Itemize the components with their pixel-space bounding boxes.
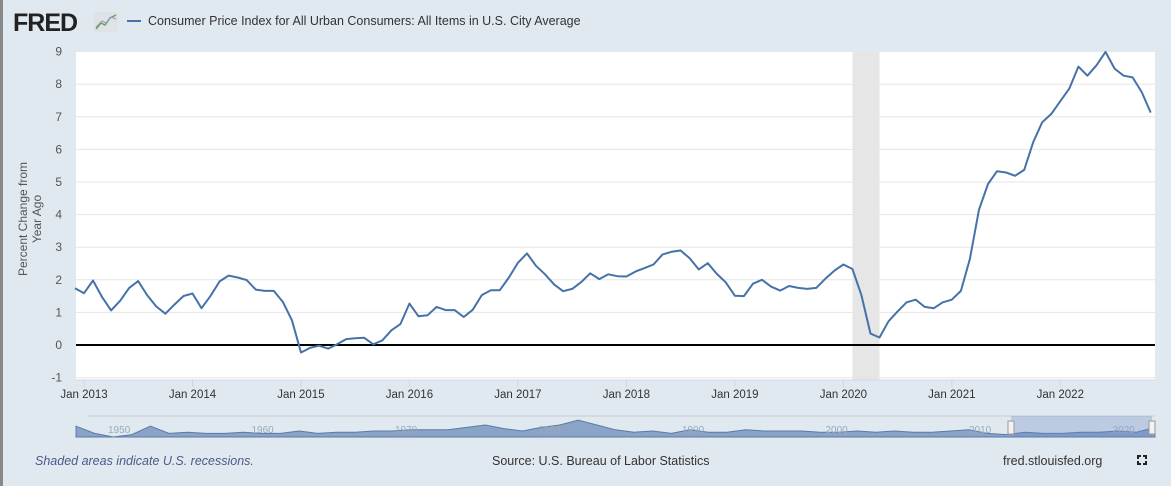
navigator-year-label: 1970 xyxy=(395,425,418,436)
y-tick-label: 7 xyxy=(55,110,62,124)
y-tick-label: 3 xyxy=(55,240,62,254)
x-tick-label: Jan 2021 xyxy=(928,389,975,401)
x-tick-label: Jan 2022 xyxy=(1037,389,1084,401)
x-tick-label: Jan 2014 xyxy=(169,389,217,401)
x-tick-label: Jan 2019 xyxy=(711,389,758,401)
y-tick-label: 0 xyxy=(55,338,62,352)
x-tick-label: Jan 2016 xyxy=(386,389,433,401)
legend-swatch xyxy=(127,20,141,22)
navigator-handle[interactable] xyxy=(1148,420,1156,435)
x-tick-label: Jan 2020 xyxy=(820,389,867,401)
y-tick-label: 4 xyxy=(55,208,62,222)
navigator-year-label: 1950 xyxy=(108,425,131,436)
recession-shade xyxy=(852,52,880,380)
navigator-selection xyxy=(1011,416,1152,437)
y-tick-label: -1 xyxy=(51,371,62,385)
y-tick-label: 2 xyxy=(55,273,62,287)
x-tick-label: Jan 2018 xyxy=(603,389,650,401)
navigator-year-label: 2020 xyxy=(1113,425,1136,436)
source-text: Source: U.S. Bureau of Labor Statistics xyxy=(492,454,710,468)
navigator-year-label: 1960 xyxy=(252,425,275,436)
x-tick-label: Jan 2017 xyxy=(494,389,541,401)
legend-label: Consumer Price Index for All Urban Consu… xyxy=(148,14,581,28)
navigator-year-label: 2000 xyxy=(826,425,849,436)
site-link[interactable]: fred.stlouisfed.org xyxy=(1003,454,1103,468)
navigator-area xyxy=(75,419,1156,438)
y-tick-label: 8 xyxy=(55,77,62,91)
x-tick-label: Jan 2015 xyxy=(277,389,324,401)
recession-note: Shaded areas indicate U.S. recessions. xyxy=(35,454,254,468)
navigator-year-label: 1990 xyxy=(682,425,705,436)
window-border xyxy=(0,0,3,486)
series-line xyxy=(74,50,1152,354)
navigator-year-label: 2010 xyxy=(969,425,992,436)
y-tick-label: 6 xyxy=(55,142,62,156)
x-tick-label: Jan 2013 xyxy=(60,389,107,401)
fred-chart-icon xyxy=(94,12,118,32)
y-tick-label: 5 xyxy=(55,175,62,189)
navigator-handle[interactable] xyxy=(1007,420,1015,435)
fred-logo[interactable]: FRED xyxy=(13,9,78,37)
legend-item[interactable]: Consumer Price Index for All Urban Consu… xyxy=(127,14,581,28)
navigator-year-label: 1980 xyxy=(539,425,562,436)
plot-area xyxy=(76,52,1155,380)
y-tick-label: 1 xyxy=(55,305,62,319)
y-tick-label: 9 xyxy=(55,45,62,59)
